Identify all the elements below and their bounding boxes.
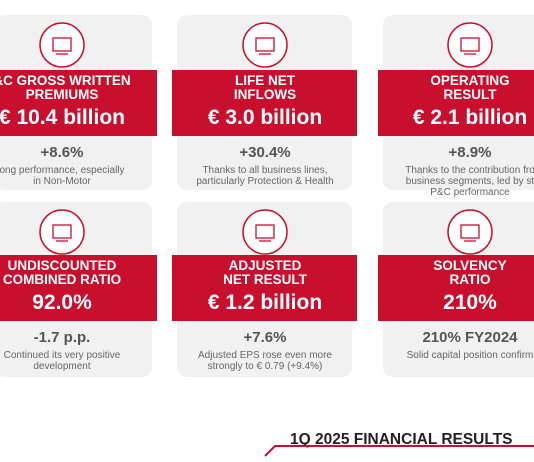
card-note: development bbox=[33, 361, 91, 372]
card-note: ong performance, especially bbox=[0, 165, 125, 176]
card-box bbox=[0, 70, 157, 136]
card-title: UNDISCOUNTED bbox=[7, 258, 117, 273]
card-note: strongly to € 0.79 (+9.4%) bbox=[207, 361, 323, 372]
card-box bbox=[172, 255, 357, 321]
card-note: particularly Protection & Health bbox=[196, 176, 334, 187]
card-title: INFLOWS bbox=[233, 87, 297, 102]
card-box bbox=[378, 255, 534, 321]
card-note: in Non-Motor bbox=[33, 176, 91, 187]
card-value: € 10.4 billion bbox=[0, 106, 126, 129]
card-icon bbox=[242, 209, 288, 255]
card-note: P&C performance bbox=[430, 187, 510, 198]
card-value: 210% bbox=[443, 291, 497, 314]
card-title: NET RESULT bbox=[223, 272, 307, 287]
card-note: Continued its very positive bbox=[3, 350, 121, 361]
card-title: SOLVENCY bbox=[433, 258, 507, 273]
card-box bbox=[378, 70, 534, 136]
card-change: +30.4% bbox=[239, 144, 291, 161]
card-title: &C GROSS WRITTEN bbox=[0, 73, 131, 88]
card-change: +8.6% bbox=[40, 144, 84, 161]
card-change: +8.9% bbox=[448, 144, 492, 161]
card-note: business segments, led by st bbox=[405, 176, 534, 187]
card-title: LIFE NET bbox=[235, 73, 295, 88]
card-value: € 2.1 billion bbox=[412, 106, 528, 129]
card-title: RATIO bbox=[449, 272, 491, 287]
card-change: 210% FY2024 bbox=[422, 329, 518, 346]
card-icon bbox=[39, 209, 85, 255]
card-note: Thanks to all business lines, bbox=[202, 165, 328, 176]
card-note: Solid capital position confirm bbox=[406, 350, 534, 361]
card-icon bbox=[447, 209, 493, 255]
footer-title: 1Q 2025 FINANCIAL RESULTS bbox=[290, 431, 513, 448]
card-title: COMBINED RATIO bbox=[2, 272, 122, 287]
card-title: RESULT bbox=[443, 87, 497, 102]
card-value: € 1.2 billion bbox=[207, 291, 323, 314]
card-change: +7.6% bbox=[243, 329, 287, 346]
card-title: OPERATING bbox=[430, 73, 510, 88]
card-title: PREMIUMS bbox=[25, 87, 99, 102]
card-title: ADJUSTED bbox=[228, 258, 302, 273]
card-value: € 3.0 billion bbox=[207, 106, 323, 129]
card-change: -1.7 p.p. bbox=[33, 329, 91, 346]
card-icon bbox=[39, 22, 85, 68]
card-note: Adjusted EPS rose even more bbox=[198, 350, 332, 361]
card-box bbox=[172, 70, 357, 136]
card-note: Thanks to the contribution fro bbox=[405, 165, 534, 176]
card-box bbox=[0, 255, 157, 321]
card-value: 92.0% bbox=[32, 291, 92, 314]
card-icon bbox=[242, 22, 288, 68]
card-icon bbox=[447, 22, 493, 68]
